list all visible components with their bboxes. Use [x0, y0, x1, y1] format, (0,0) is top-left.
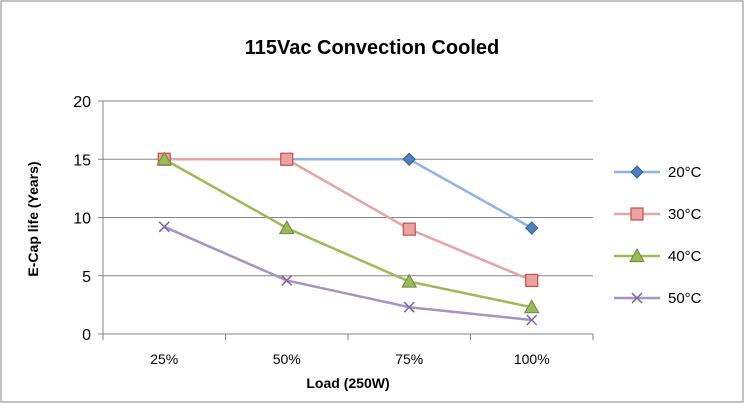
legend-label: 20°C [668, 164, 702, 181]
y-tick-label: 10 [73, 211, 91, 228]
data-point [526, 314, 538, 326]
x-tick-label: 75% [395, 351, 423, 367]
legend: 20°C 30°C 40°C 50°C [614, 164, 702, 307]
series-line [163, 225, 532, 322]
x-tick-label: 100% [514, 351, 550, 367]
legend-marker [629, 247, 645, 263]
series-3 [158, 221, 538, 326]
legend-label: 50°C [668, 290, 702, 307]
legend-item: 20°C [614, 164, 702, 181]
legend-label: 30°C [668, 206, 702, 223]
x-tick-label: 50% [273, 351, 301, 367]
x-tick-label: 25% [150, 351, 178, 367]
legend-item: 40°C [614, 247, 702, 265]
data-point [156, 151, 173, 166]
legend-marker [630, 207, 644, 221]
legend-item: 50°C [614, 290, 702, 307]
marker-stroke [526, 314, 538, 326]
data-point [402, 222, 416, 236]
data-point [523, 299, 540, 314]
chart-title: 115Vac Convection Cooled [245, 37, 500, 59]
y-tick-label: 15 [73, 152, 91, 169]
legend-marker [631, 292, 643, 304]
series-group [156, 151, 540, 326]
data-point [402, 152, 416, 166]
data-point [525, 221, 539, 235]
y-tick-label: 20 [73, 94, 91, 111]
data-point [280, 152, 294, 166]
marker-stroke [281, 274, 293, 286]
series-line [164, 158, 533, 282]
series-2 [156, 151, 540, 314]
y-tick-label: 0 [82, 327, 91, 344]
marker-stroke [631, 292, 643, 304]
y-axis-title: E-Cap life (Years) [25, 161, 41, 276]
data-point [525, 273, 539, 288]
legend-label: 40°C [668, 248, 702, 265]
data-point [278, 219, 295, 235]
y-tick-label: 5 [82, 269, 91, 286]
series-line [163, 158, 533, 309]
legend-marker [630, 165, 644, 179]
marker-stroke [403, 301, 415, 313]
data-point [281, 274, 293, 286]
data-point [403, 301, 415, 313]
data-point [158, 221, 170, 233]
marker-stroke [158, 221, 170, 233]
axes: 0 5 10 15 20 25% 50% 75% 100% [73, 94, 594, 367]
legend-item: 30°C [614, 206, 702, 223]
x-axis-title: Load (250W) [306, 375, 389, 391]
data-point [401, 273, 418, 288]
